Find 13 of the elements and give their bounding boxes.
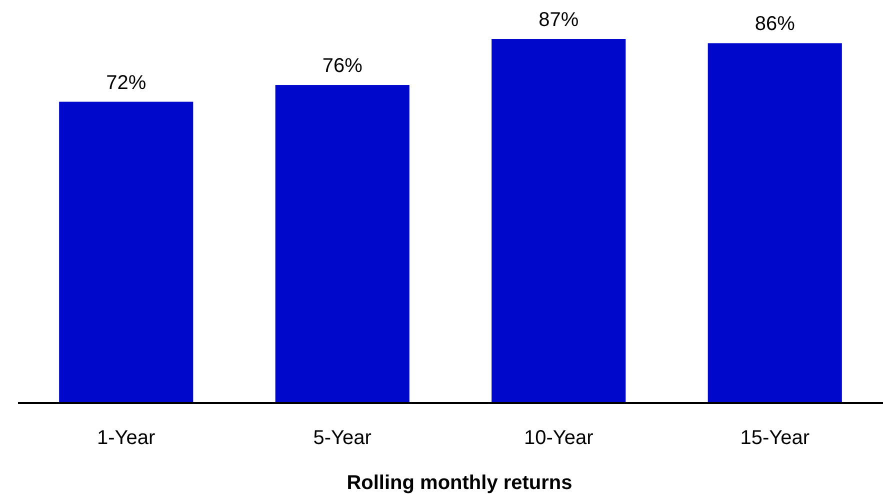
data-label: 87% — [538, 9, 579, 31]
bar — [59, 102, 194, 403]
bar — [492, 39, 626, 403]
x-axis-title: Rolling monthly returns — [346, 472, 572, 494]
bar — [275, 85, 410, 403]
bar — [708, 43, 842, 403]
data-label: 72% — [106, 72, 146, 94]
data-label: 76% — [322, 55, 363, 78]
x-tick-label: 5-Year — [313, 427, 372, 449]
data-label: 86% — [754, 13, 796, 36]
x-tick-label: 10-Year — [524, 427, 594, 449]
x-tick-label: 15-Year — [740, 427, 810, 449]
x-tick-label: 1-Year — [97, 427, 156, 449]
